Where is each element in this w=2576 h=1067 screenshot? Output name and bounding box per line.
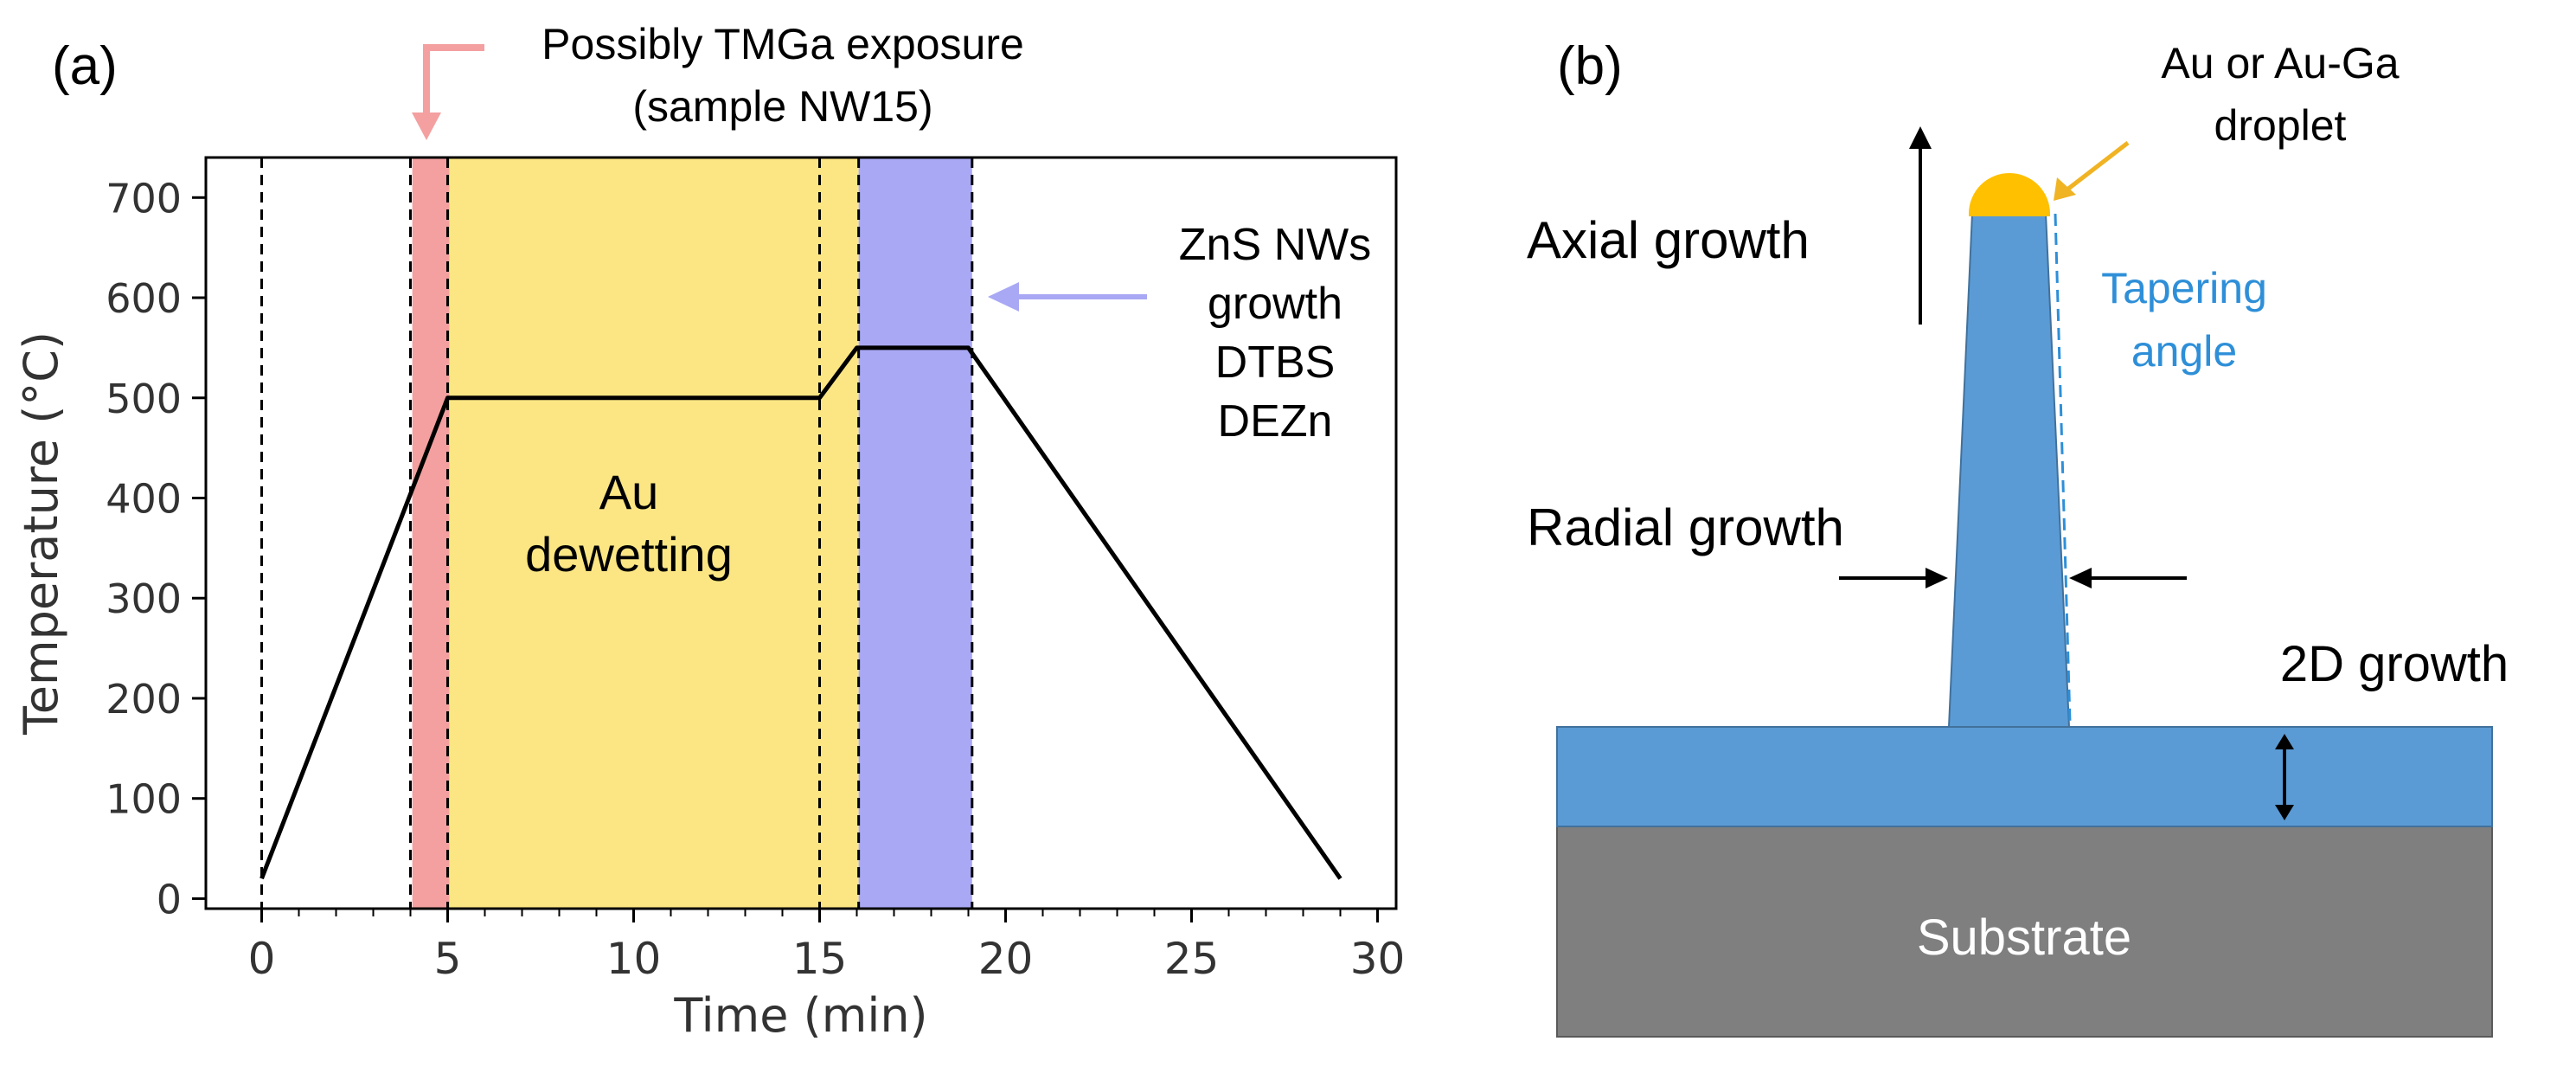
y-tick-label: 200: [106, 676, 182, 723]
dewetting-label-line2: dewetting: [525, 527, 733, 582]
substrate-block: [1556, 826, 2493, 1038]
panel-label-a: (a): [52, 36, 118, 96]
radial-arrow-left-head: [1926, 568, 1948, 588]
dewetting-label-line1: Au: [599, 465, 659, 519]
x-axis-label: Time (min): [673, 988, 927, 1043]
droplet-label-line2: droplet: [2214, 101, 2347, 150]
x-tick-label: 10: [606, 934, 662, 984]
x-tick-label: 0: [248, 934, 276, 984]
y-tick-label: 400: [106, 475, 182, 522]
zns-annotation-line4: DEZn: [1218, 396, 1333, 447]
x-tick-label: 30: [1350, 934, 1406, 984]
x-tick-label: 25: [1164, 934, 1220, 984]
tapering-reference-line: [2054, 213, 2072, 723]
plot-frame: [204, 156, 1398, 910]
zns-annotation-line3: DTBS: [1215, 337, 1336, 388]
zns-annotation-line2: growth: [1208, 279, 1342, 329]
tapering-label-line1: Tapering: [2101, 264, 2267, 312]
shaded-region-zns: [858, 157, 972, 909]
y-tick-label: 0: [157, 876, 182, 922]
y-tick-label: 600: [106, 275, 182, 322]
panel-label-b: (b): [1557, 36, 1623, 96]
axial-arrow-head: [1909, 126, 1932, 149]
two-d-arrow-head-top: [2275, 734, 2294, 749]
chart-panel: (a) 0 5 10 15 20 25 30 0100200300400500600700 …: [14, 20, 1405, 1043]
x-axis-ticks: 0 5 10 15 20 25 30: [248, 909, 1406, 984]
diagram-panel: (b) Substrate 2D growth Au or Au-Ga drop…: [1527, 36, 2509, 1038]
zns-annotation-line1: ZnS NWs: [1179, 220, 1371, 270]
y-axis-label: Temperature (°C): [14, 331, 68, 736]
nanowire: [1947, 213, 2071, 728]
shaded-regions: [412, 157, 972, 909]
shaded-region-dewetting: [449, 157, 859, 909]
x-tick-label: 5: [434, 934, 462, 984]
shaded-region-tmga: [412, 157, 450, 909]
tmga-bent-arrow: [412, 44, 484, 140]
x-tick-label: 20: [978, 934, 1034, 984]
y-tick-label: 700: [106, 175, 182, 222]
x-tick-label: 15: [792, 934, 848, 984]
series-group: [260, 345, 1342, 880]
tapering-label-line2: angle: [2131, 327, 2237, 376]
y-axis-ticks: 0 100 200 300 400 500 600 700: [106, 175, 206, 922]
droplet-label-line1: Au or Au-Ga: [2161, 39, 2399, 87]
droplet-pointer: [2062, 141, 2130, 194]
series-line-0: [260, 345, 1342, 880]
tmga-annotation-line1: Possibly TMGa exposure: [541, 20, 1024, 68]
radial-growth-label: Radial growth: [1527, 498, 1844, 556]
two-d-layer: [1556, 726, 2493, 827]
radial-arrow-right-head: [2069, 568, 2092, 588]
two-d-growth-label: 2D growth: [2280, 636, 2509, 692]
y-tick-label: 300: [106, 575, 182, 622]
two-d-arrow-head-bottom: [2275, 805, 2294, 820]
axial-growth-label: Axial growth: [1527, 211, 1810, 269]
zns-arrow: [988, 282, 1147, 312]
droplet: [1969, 173, 2050, 216]
tmga-annotation-line2: (sample NW15): [632, 82, 932, 131]
substrate-label: Substrate: [1917, 910, 2131, 966]
y-tick-label: 500: [106, 376, 182, 422]
dashed-vlines: [260, 157, 974, 909]
droplet-pointer-head: [2054, 177, 2076, 201]
y-tick-label: 100: [106, 776, 182, 823]
